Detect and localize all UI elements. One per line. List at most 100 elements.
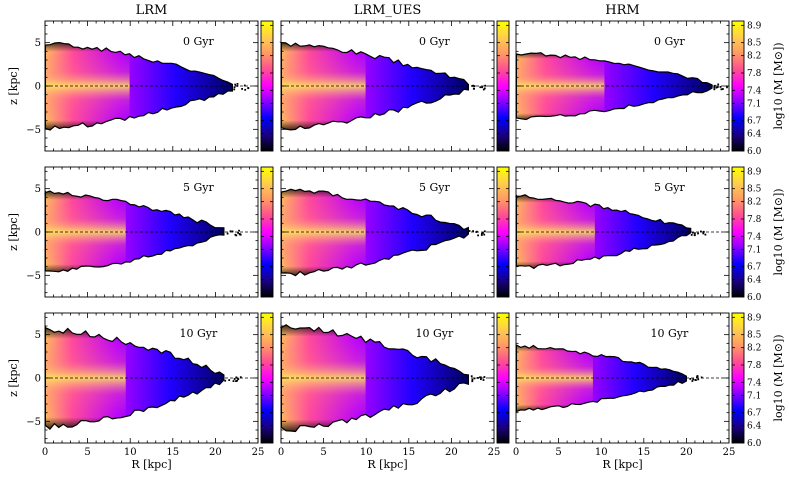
scatter-particle — [482, 379, 485, 381]
scatter-particle — [468, 230, 471, 232]
x-tick-label: 25 — [488, 447, 501, 458]
y-tick-label: 5 — [35, 184, 41, 195]
y-tick-label: 5 — [35, 330, 41, 341]
colorbar-tick-label: 6.0 — [747, 439, 762, 449]
x-tick-label: 15 — [402, 447, 415, 458]
time-label: 10 Gyr — [415, 327, 453, 340]
y-axis-label: z [kpc] — [7, 213, 20, 251]
column-title-0: LRM — [136, 3, 168, 18]
colorbars: 6.0 6.4 6.7 7.1 7.4 7.8 8.2 8.5 8.9 log10 (M [M⊙]… — [260, 20, 785, 449]
axis-labels: z [kpc] z [kpc] z [kpc] R [kpc] R [kpc] R [kp… — [7, 67, 643, 471]
panels: −505 0 Gyr 0 Gyr 0 Gyr−505 5 Gyr 5 Gyr 5 Gyr−5… — [26, 20, 735, 458]
colorbar-tick-label: 8.9 — [747, 21, 762, 31]
x-tick-label: 20 — [209, 447, 222, 458]
y-axis-label: z [kpc] — [7, 359, 20, 397]
colorbar-1-0 — [260, 166, 274, 298]
panel-0-0: −5 0 5 0 Gyr — [26, 20, 259, 152]
scatter-particle — [481, 86, 483, 89]
colorbar-tick-label: 6.7 — [747, 117, 762, 127]
colorbar-tick-label: 6.4 — [747, 276, 762, 286]
panel-2-1: 0 5 10 15 20 25 10 Gyr — [278, 312, 501, 458]
colorbar-tick-label: 7.8 — [747, 69, 762, 79]
x-tick-label: 0 — [278, 447, 284, 458]
y-tick-label: 0 — [35, 228, 41, 239]
scatter-particle — [694, 232, 696, 235]
x-tick-label: 15 — [637, 447, 650, 458]
x-tick-label: 10 — [360, 447, 373, 458]
colorbar-tick-label: 8.2 — [747, 344, 761, 354]
scatter-particle — [471, 378, 474, 381]
scatter-particle — [479, 86, 482, 89]
scatter-particle — [697, 378, 700, 381]
colorbar-label: log10 (M [M⊙]) — [772, 188, 785, 275]
time-label: 5 Gyr — [419, 181, 450, 194]
disk-density-map — [281, 189, 469, 276]
colorbar-tick-label: 8.5 — [747, 39, 762, 49]
scatter-particle — [238, 233, 241, 236]
scatter-particle — [235, 376, 238, 379]
scatter-particle — [482, 88, 485, 91]
scatter-particle — [239, 233, 242, 236]
scatter-particle — [224, 379, 227, 382]
scatter-particle — [473, 85, 476, 87]
panel-1-0: −5 0 5 5 Gyr — [26, 166, 259, 298]
y-tick-label: −5 — [26, 417, 41, 428]
time-label: 10 Gyr — [650, 327, 688, 340]
colorbar-tick-label: 6.4 — [747, 130, 762, 140]
panel-1-1: 5 Gyr — [280, 166, 495, 298]
scatter-particle — [700, 376, 703, 379]
colorbar-tick-label: 7.8 — [747, 361, 762, 371]
scatter-particle — [717, 83, 720, 86]
x-tick-label: 0 — [513, 447, 519, 458]
scatter-particle — [232, 380, 235, 382]
scatter-particle — [692, 231, 694, 234]
scatter-particle — [229, 230, 232, 233]
scatter-particle — [228, 379, 231, 381]
colorbar-label: log10 (M [M⊙]) — [772, 334, 785, 421]
colorbar-2-2: 6.0 6.4 6.7 7.1 7.4 7.8 8.2 8.5 8.9 log10 (M [M⊙]… — [731, 312, 785, 449]
colorbar-0-1 — [496, 20, 510, 152]
y-tick-label: 5 — [35, 38, 41, 49]
scatter-particle — [713, 86, 716, 89]
scatter-particle — [719, 86, 722, 88]
scatter-particle — [692, 378, 695, 381]
time-label: 0 Gyr — [183, 35, 214, 48]
scatter-particle — [479, 376, 481, 379]
colorbar-0-2: 6.0 6.4 6.7 7.1 7.4 7.8 8.2 8.5 8.9 log10 (M [M⊙]… — [731, 20, 785, 157]
colorbar-label: log10 (M [M⊙]) — [772, 42, 785, 129]
scatter-particle — [235, 380, 237, 382]
scatter-particle — [694, 379, 697, 381]
scatter-particle — [715, 86, 718, 89]
colorbar-2-1 — [496, 312, 510, 444]
scatter-particle — [704, 233, 707, 236]
colorbar-2-0 — [260, 312, 274, 444]
colorbar-tick-label: 8.5 — [747, 331, 762, 341]
colorbar-0-0 — [260, 20, 274, 152]
scatter-particle — [233, 88, 236, 91]
colorbar-tick-label: 7.1 — [747, 99, 761, 109]
scatter-particle — [481, 232, 483, 235]
panel-2-2: 0 5 10 15 20 25 10 Gyr — [513, 312, 735, 458]
colorbar-tick-label: 6.0 — [747, 147, 762, 157]
scatter-particle — [480, 234, 483, 236]
scatter-particle — [483, 233, 486, 236]
column-titles: LRM LRM_UES HRM — [136, 3, 640, 18]
x-axis-label: R [kpc] — [602, 458, 642, 471]
scatter-particle — [722, 88, 724, 90]
scatter-particle — [700, 230, 702, 233]
scatter-particle — [473, 87, 475, 90]
x-axis-label: R [kpc] — [131, 458, 171, 471]
scatter-particle — [234, 83, 237, 86]
y-tick-label: 0 — [35, 82, 41, 93]
scatter-particle — [477, 234, 479, 237]
scatter-particle — [483, 230, 486, 233]
colorbar-tick-label: 7.4 — [747, 378, 762, 388]
y-tick-label: −5 — [26, 271, 41, 282]
time-label: 5 Gyr — [183, 181, 214, 194]
colorbar-tick-label: 6.0 — [747, 293, 762, 303]
scatter-particle — [473, 377, 476, 380]
time-label: 0 Gyr — [419, 35, 450, 48]
x-tick-label: 10 — [595, 447, 608, 458]
colorbar-tick-label: 8.5 — [747, 185, 762, 195]
